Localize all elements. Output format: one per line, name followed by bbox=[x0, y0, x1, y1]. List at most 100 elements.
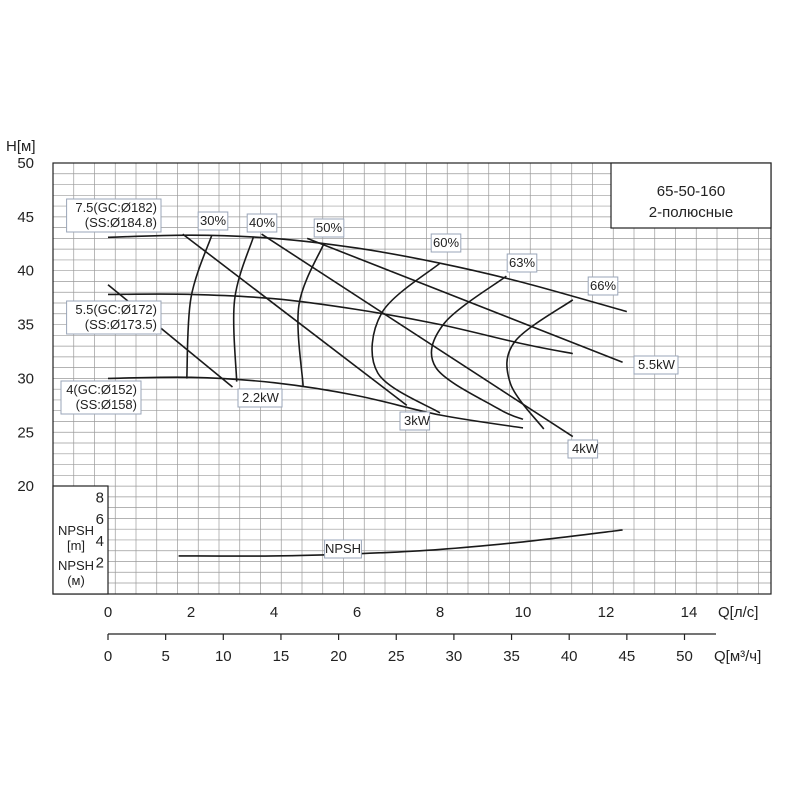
npsh-curve-label: NPSH bbox=[324, 539, 362, 559]
x-tick-label-m3h: 0 bbox=[104, 648, 112, 665]
x-axis-label-m3h: Q[м³/ч] bbox=[714, 648, 761, 665]
power-line-label-text: 3kW bbox=[404, 413, 431, 428]
npsh-curve-label-box bbox=[324, 539, 362, 559]
efficiency-label-text: 40% bbox=[249, 215, 275, 230]
power-line bbox=[182, 233, 408, 406]
npsh-panel-box bbox=[52, 485, 109, 595]
x-tick-label-ls: 4 bbox=[270, 604, 278, 621]
efficiency-label: 40% bbox=[246, 213, 278, 233]
x-tick-label-m3h: 30 bbox=[446, 648, 463, 665]
y-tick-label: 50 bbox=[17, 155, 34, 172]
curve-labels: 7.5(GC:Ø182)(SS:Ø184.8)5.5(GC:Ø172)(SS:Ø… bbox=[60, 198, 679, 559]
x-tick-label-m3h: 25 bbox=[388, 648, 405, 665]
power-line-label-box bbox=[237, 388, 283, 408]
x-tick-label-m3h: 40 bbox=[561, 648, 578, 665]
head-curve-label: 5.5(GC:Ø172)(SS:Ø173.5) bbox=[66, 300, 162, 335]
head-curve-label: 4(GC:Ø152)(SS:Ø158) bbox=[60, 380, 142, 415]
y-tick-label: 25 bbox=[17, 424, 34, 441]
y-tick-label: 30 bbox=[17, 370, 34, 387]
power-line-label: 2.2kW bbox=[237, 388, 283, 408]
chart-title: 65-50-160 bbox=[657, 183, 725, 200]
efficiency-label-box bbox=[246, 213, 278, 233]
x-tick-label-m3h: 5 bbox=[161, 648, 169, 665]
head-curve-label-box bbox=[66, 300, 162, 335]
power-line bbox=[306, 237, 623, 363]
x-tick-label-m3h: 20 bbox=[330, 648, 347, 665]
power-line-label-text: 2.2kW bbox=[242, 390, 280, 405]
npsh-axis-label-en: NPSH bbox=[58, 523, 94, 538]
x-tick-label-m3h: 45 bbox=[619, 648, 636, 665]
efficiency-curve bbox=[371, 262, 441, 414]
npsh-axis-label-ru: NPSH bbox=[58, 558, 94, 573]
power-line-label-text: 5.5kW bbox=[638, 357, 676, 372]
npsh-tick-label: 8 bbox=[96, 490, 104, 507]
y-tick-label: 20 bbox=[17, 478, 34, 495]
efficiency-curve bbox=[232, 237, 255, 382]
efficiency-label: 60% bbox=[430, 233, 462, 253]
efficiency-label: 50% bbox=[313, 218, 345, 238]
efficiency-curve bbox=[297, 243, 325, 386]
npsh-axis-label-ru: (м) bbox=[67, 573, 85, 588]
head-curve-label-text: (SS:Ø158) bbox=[76, 397, 137, 412]
power-line-label: 4kW bbox=[567, 439, 599, 459]
head-curve-label-text: 5.5(GC:Ø172) bbox=[75, 302, 157, 317]
chart-subtitle: 2-полюсные bbox=[649, 204, 733, 221]
curves bbox=[107, 233, 628, 557]
efficiency-label: 30% bbox=[197, 211, 229, 231]
efficiency-label-box bbox=[506, 253, 538, 273]
title-box: 65-50-160 2-полюсные bbox=[610, 162, 772, 229]
axes: 50 45 40 35 30 25 20 H[м] 0 2 4 6 8 10 12 14 Q[л/с] 0 5 10 1… bbox=[6, 138, 761, 665]
efficiency-curve bbox=[186, 234, 213, 379]
head-curve-label-box bbox=[60, 380, 142, 415]
y-tick-label: 40 bbox=[17, 263, 34, 280]
y-axis-label: H[м] bbox=[6, 138, 35, 155]
npsh-tick-label: 6 bbox=[96, 511, 104, 528]
x-tick-label-ls: 10 bbox=[515, 604, 532, 621]
x-tick-label-m3h: 10 bbox=[215, 648, 232, 665]
power-line-label-box bbox=[633, 355, 679, 375]
head-curve-label-text: (SS:Ø173.5) bbox=[85, 317, 157, 332]
efficiency-label: 63% bbox=[506, 253, 538, 273]
npsh-tick-label: 4 bbox=[96, 533, 104, 550]
npsh-curve-label-text: NPSH bbox=[325, 541, 361, 556]
x-tick-label-ls: 0 bbox=[104, 604, 112, 621]
x-tick-label-m3h: 50 bbox=[676, 648, 693, 665]
x-tick-label-m3h: 15 bbox=[273, 648, 290, 665]
title-box-frame bbox=[610, 162, 772, 229]
power-line-label: 3kW bbox=[399, 411, 431, 431]
head-curve-label-text: 4(GC:Ø152) bbox=[66, 382, 137, 397]
x-tick-label-ls: 6 bbox=[353, 604, 361, 621]
head-curve bbox=[107, 234, 628, 313]
power-line-label-box bbox=[567, 439, 599, 459]
npsh-axis-label-en: [m] bbox=[67, 538, 85, 553]
npsh-tick-label: 2 bbox=[96, 554, 104, 571]
efficiency-curve bbox=[430, 275, 524, 421]
efficiency-label-text: 60% bbox=[433, 235, 459, 250]
head-curve bbox=[107, 376, 524, 429]
x-tick-label-ls: 14 bbox=[681, 604, 698, 621]
efficiency-label-box bbox=[313, 218, 345, 238]
efficiency-label-box bbox=[430, 233, 462, 253]
efficiency-curve bbox=[506, 299, 574, 430]
efficiency-label-text: 63% bbox=[509, 255, 535, 270]
power-line bbox=[261, 233, 574, 438]
x-tick-label-ls: 8 bbox=[436, 604, 444, 621]
efficiency-label: 66% bbox=[587, 276, 619, 296]
efficiency-label-text: 50% bbox=[316, 220, 342, 235]
head-curve-label-text: (SS:Ø184.8) bbox=[85, 215, 157, 230]
y-tick-label: 45 bbox=[17, 209, 34, 226]
x-tick-label-ls: 2 bbox=[187, 604, 195, 621]
efficiency-label-text: 30% bbox=[200, 213, 226, 228]
head-curve-label-box bbox=[66, 198, 162, 233]
efficiency-label-text: 66% bbox=[590, 278, 616, 293]
head-curve-label-text: 7.5(GC:Ø182) bbox=[75, 200, 157, 215]
npsh-curve bbox=[178, 529, 623, 557]
x-tick-label-ls: 12 bbox=[598, 604, 615, 621]
efficiency-label-box bbox=[587, 276, 619, 296]
y-tick-label: 35 bbox=[17, 317, 34, 334]
x-tick-label-m3h: 35 bbox=[503, 648, 520, 665]
efficiency-label-box bbox=[197, 211, 229, 231]
power-line-label-text: 4kW bbox=[572, 441, 599, 456]
